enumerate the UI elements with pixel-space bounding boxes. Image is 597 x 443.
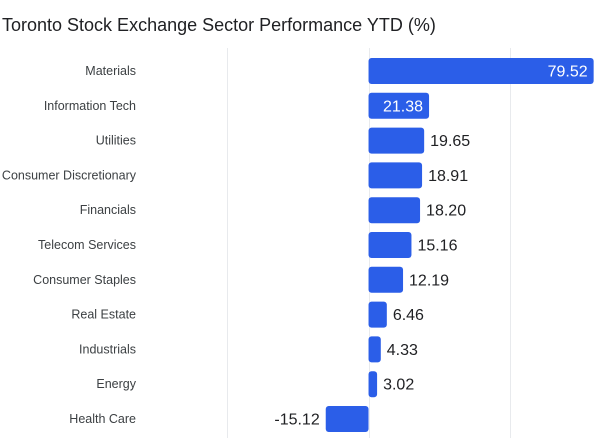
- value-label: 21.38: [383, 98, 423, 115]
- bar: [368, 92, 430, 119]
- bar: [368, 266, 404, 293]
- bar: [368, 232, 412, 258]
- bar: [368, 197, 421, 224]
- bar: [368, 127, 425, 154]
- value-label: 4.33: [387, 342, 418, 359]
- value-label: 18.20: [426, 203, 466, 220]
- category-label: Industrials: [79, 342, 136, 356]
- category-label: Energy: [96, 377, 136, 391]
- value-label: 19.65: [430, 133, 470, 150]
- bar: [368, 162, 423, 189]
- category-label: Materials: [85, 64, 136, 78]
- value-label: 6.46: [393, 307, 424, 324]
- chart-title: Toronto Stock Exchange Sector Performanc…: [2, 15, 436, 35]
- category-label: Health Care: [69, 412, 136, 426]
- bar: [368, 301, 387, 328]
- bar-layer: [325, 58, 594, 432]
- value-label: 3.02: [383, 377, 414, 394]
- value-label: 79.52: [548, 64, 588, 81]
- category-label: Utilities: [96, 134, 136, 148]
- category-label: Financials: [80, 203, 136, 217]
- value-label: 18.91: [428, 168, 468, 185]
- category-label: Consumer Staples: [33, 273, 136, 287]
- bar: [325, 406, 369, 432]
- category-label: Telecom Services: [38, 238, 136, 252]
- category-label: Consumer Discretionary: [2, 168, 137, 182]
- value-label: 12.19: [409, 272, 449, 289]
- bar: [368, 371, 378, 398]
- value-label: 15.16: [417, 238, 457, 255]
- label-layer: Materials 79.52 Information Tech 21.38 Utili…: [2, 64, 588, 429]
- category-label: Real Estate: [71, 308, 136, 322]
- category-label: Information Tech: [44, 99, 136, 113]
- bar: [368, 336, 381, 363]
- value-label: -15.12: [274, 412, 319, 429]
- bar: [368, 58, 594, 84]
